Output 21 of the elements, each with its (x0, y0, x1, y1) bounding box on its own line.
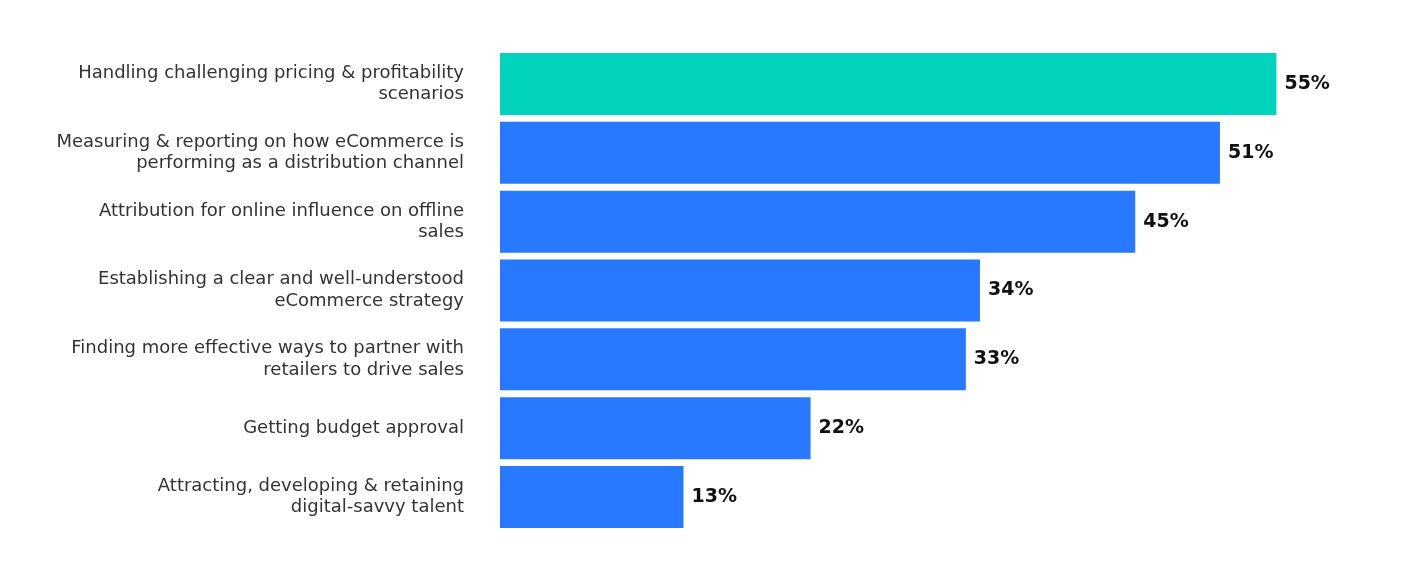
bar (500, 328, 966, 391)
data-label: 51% (1227, 139, 1274, 162)
y-tick-label: Attribution for online influence on offline sales (98, 198, 464, 242)
bar (500, 190, 1136, 253)
bar (500, 259, 980, 322)
bar (500, 53, 1277, 115)
y-tick-label: Getting budget approval (243, 415, 464, 437)
y-tick-label: Establishing a clear and well-understood eCommerce strategy (98, 267, 465, 310)
data-label: 13% (691, 483, 737, 506)
bar (500, 466, 684, 528)
y-tick-label: Finding more effective ways to partner with retailers to drive sales (71, 336, 464, 379)
y-tick-label: Attracting, developing & retaining digital-savvy talent (157, 473, 464, 517)
y-tick-label: Handling challenging pricing & profitability scenarios (78, 60, 465, 104)
data-label: 33% (973, 346, 1020, 369)
data-label: 45% (1143, 208, 1189, 231)
bar (500, 121, 1220, 184)
data-label: 55% (1284, 70, 1330, 93)
bar (500, 397, 811, 460)
data-label: 34% (987, 277, 1034, 300)
y-tick-label: Measuring & reporting on how eCommerce is performing as a distribution channel (56, 129, 464, 173)
data-label: 22% (818, 415, 865, 438)
